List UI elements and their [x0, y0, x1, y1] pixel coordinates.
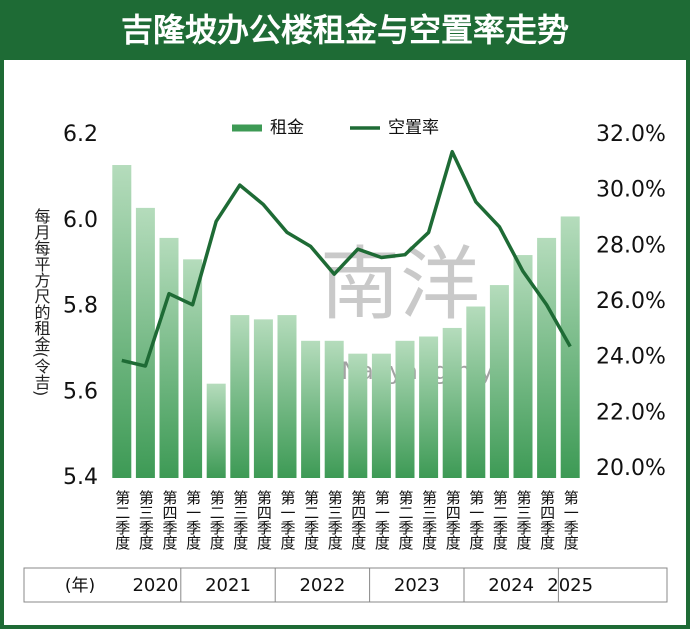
bar: [489, 285, 509, 478]
x-tick-label: 第一季度: [562, 489, 580, 550]
title-band: [2, 2, 688, 60]
bar: [395, 340, 415, 478]
bar: [442, 327, 462, 478]
x-tick-label: 第一季度: [467, 489, 485, 550]
x-tick-label: 第一季度: [279, 489, 297, 550]
y2-tick-label: 24.0%: [596, 345, 666, 370]
watermark: 南洋: [320, 238, 480, 331]
x-tick-label: 第二季度: [397, 489, 415, 550]
bar: [371, 353, 391, 478]
x-tick-label: 第二季度: [208, 489, 226, 550]
y2-tick-label: 28.0%: [596, 233, 666, 258]
year-label: 2025: [547, 575, 593, 596]
x-tick-label: 第二季度: [302, 489, 320, 550]
x-tick-label: 第四季度: [255, 489, 273, 550]
x-tick-label: 第三季度: [231, 489, 249, 550]
y2-tick-label: 32.0%: [596, 122, 666, 147]
bar: [466, 306, 486, 478]
x-tick-label: 第四季度: [161, 489, 179, 550]
year-unit: (年): [65, 576, 95, 596]
y2-tick-label: 22.0%: [596, 400, 666, 425]
y-tick-label: 6.0: [63, 208, 98, 233]
x-tick-label: 第一季度: [184, 489, 202, 550]
chart-title: 吉隆坡办公楼租金与空置率走势: [121, 11, 569, 49]
bar: [206, 383, 226, 478]
bar: [348, 353, 368, 478]
bar: [230, 315, 250, 478]
y2-tick-label: 20.0%: [596, 456, 666, 481]
bar: [324, 340, 344, 478]
y-tick-label: 6.2: [63, 122, 98, 147]
x-tick-label: 第三季度: [326, 489, 344, 550]
x-tick-label: 第三季度: [137, 489, 155, 550]
year-label: 2022: [299, 575, 345, 596]
y2-tick-label: 30.0%: [596, 178, 666, 203]
year-label: 2024: [488, 575, 534, 596]
x-tick-label: 第二季度: [491, 489, 509, 550]
year-label: 2020: [132, 575, 178, 596]
x-tick-label: 第三季度: [420, 489, 438, 550]
x-tick-label: 第三季度: [515, 489, 533, 550]
bar: [277, 315, 297, 478]
bar: [253, 319, 273, 478]
line: [121, 149, 572, 368]
bar: [301, 340, 321, 478]
year-row: [23, 567, 668, 603]
bar: [159, 237, 179, 478]
bar: [537, 237, 557, 478]
x-tick-label: 第四季度: [444, 489, 462, 550]
x-tick-label: 第四季度: [349, 489, 367, 550]
y2-tick-label: 26.0%: [596, 289, 666, 314]
bar: [112, 165, 132, 478]
bar: [419, 336, 439, 478]
bar: [183, 259, 203, 478]
y-tick-label: 5.4: [63, 465, 98, 490]
x-tick-label: 第一季度: [373, 489, 391, 550]
x-tick-label: 第二季度: [113, 489, 131, 550]
bar: [513, 255, 533, 478]
y-tick-label: 5.8: [63, 294, 98, 319]
year-label: 2023: [394, 575, 440, 596]
x-tick-label: 第四季度: [538, 489, 556, 550]
legend-label: 空置率: [388, 118, 439, 138]
bar: [560, 216, 580, 478]
year-label: 2021: [205, 575, 251, 596]
bar: [135, 207, 155, 478]
legend-label: 租金: [270, 118, 304, 138]
y-tick-label: 5.6: [63, 379, 98, 404]
y-axis-label: 每月每平方尺的租金(令吉): [32, 208, 51, 396]
